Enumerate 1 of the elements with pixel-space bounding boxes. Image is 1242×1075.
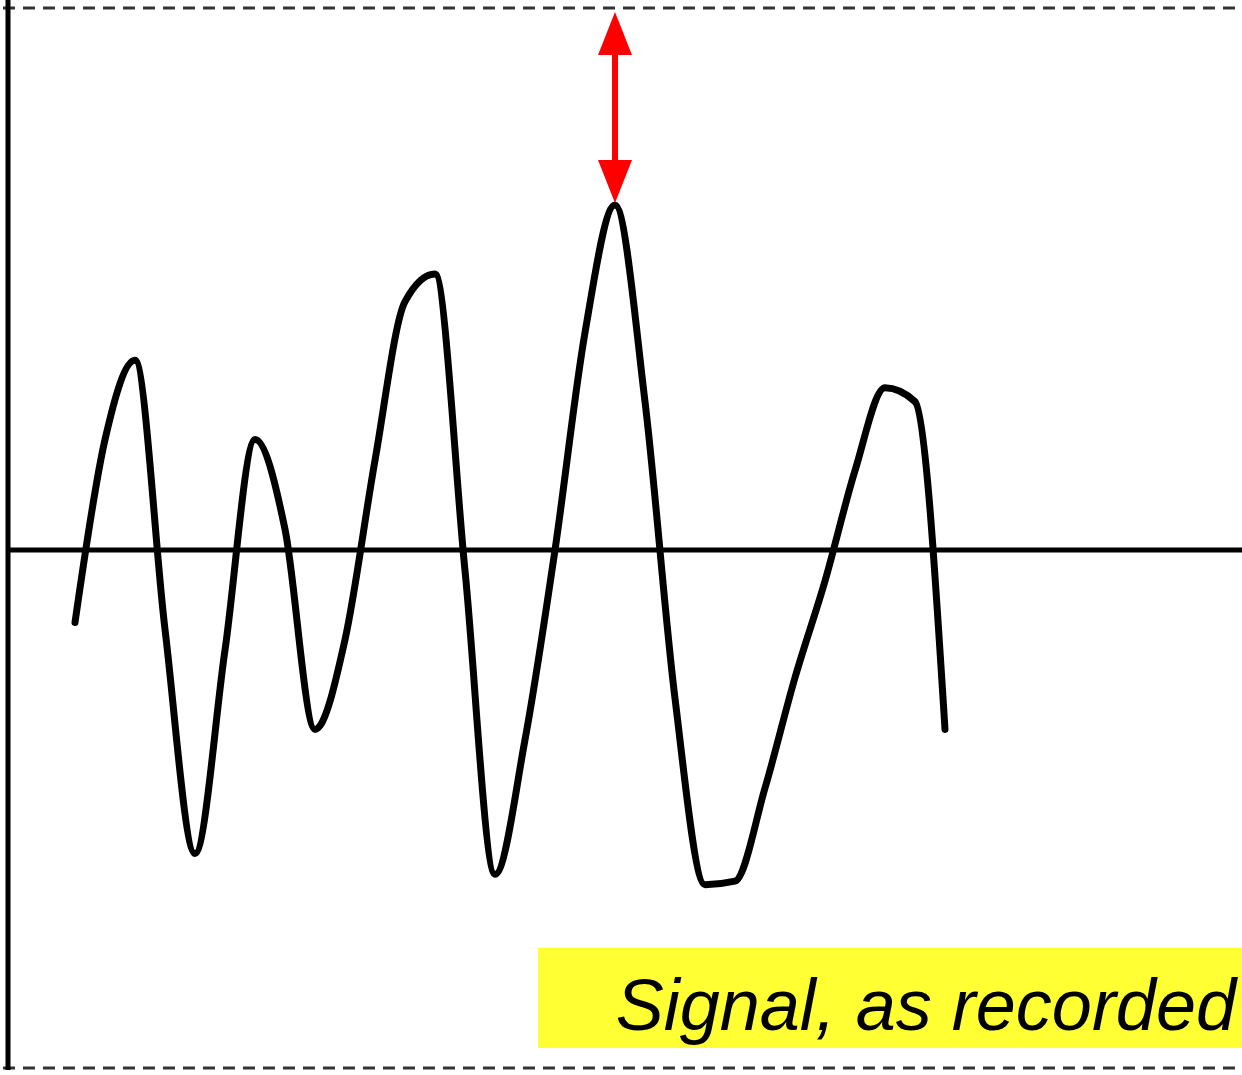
text: Signal, as recorded xyxy=(615,965,1238,1045)
